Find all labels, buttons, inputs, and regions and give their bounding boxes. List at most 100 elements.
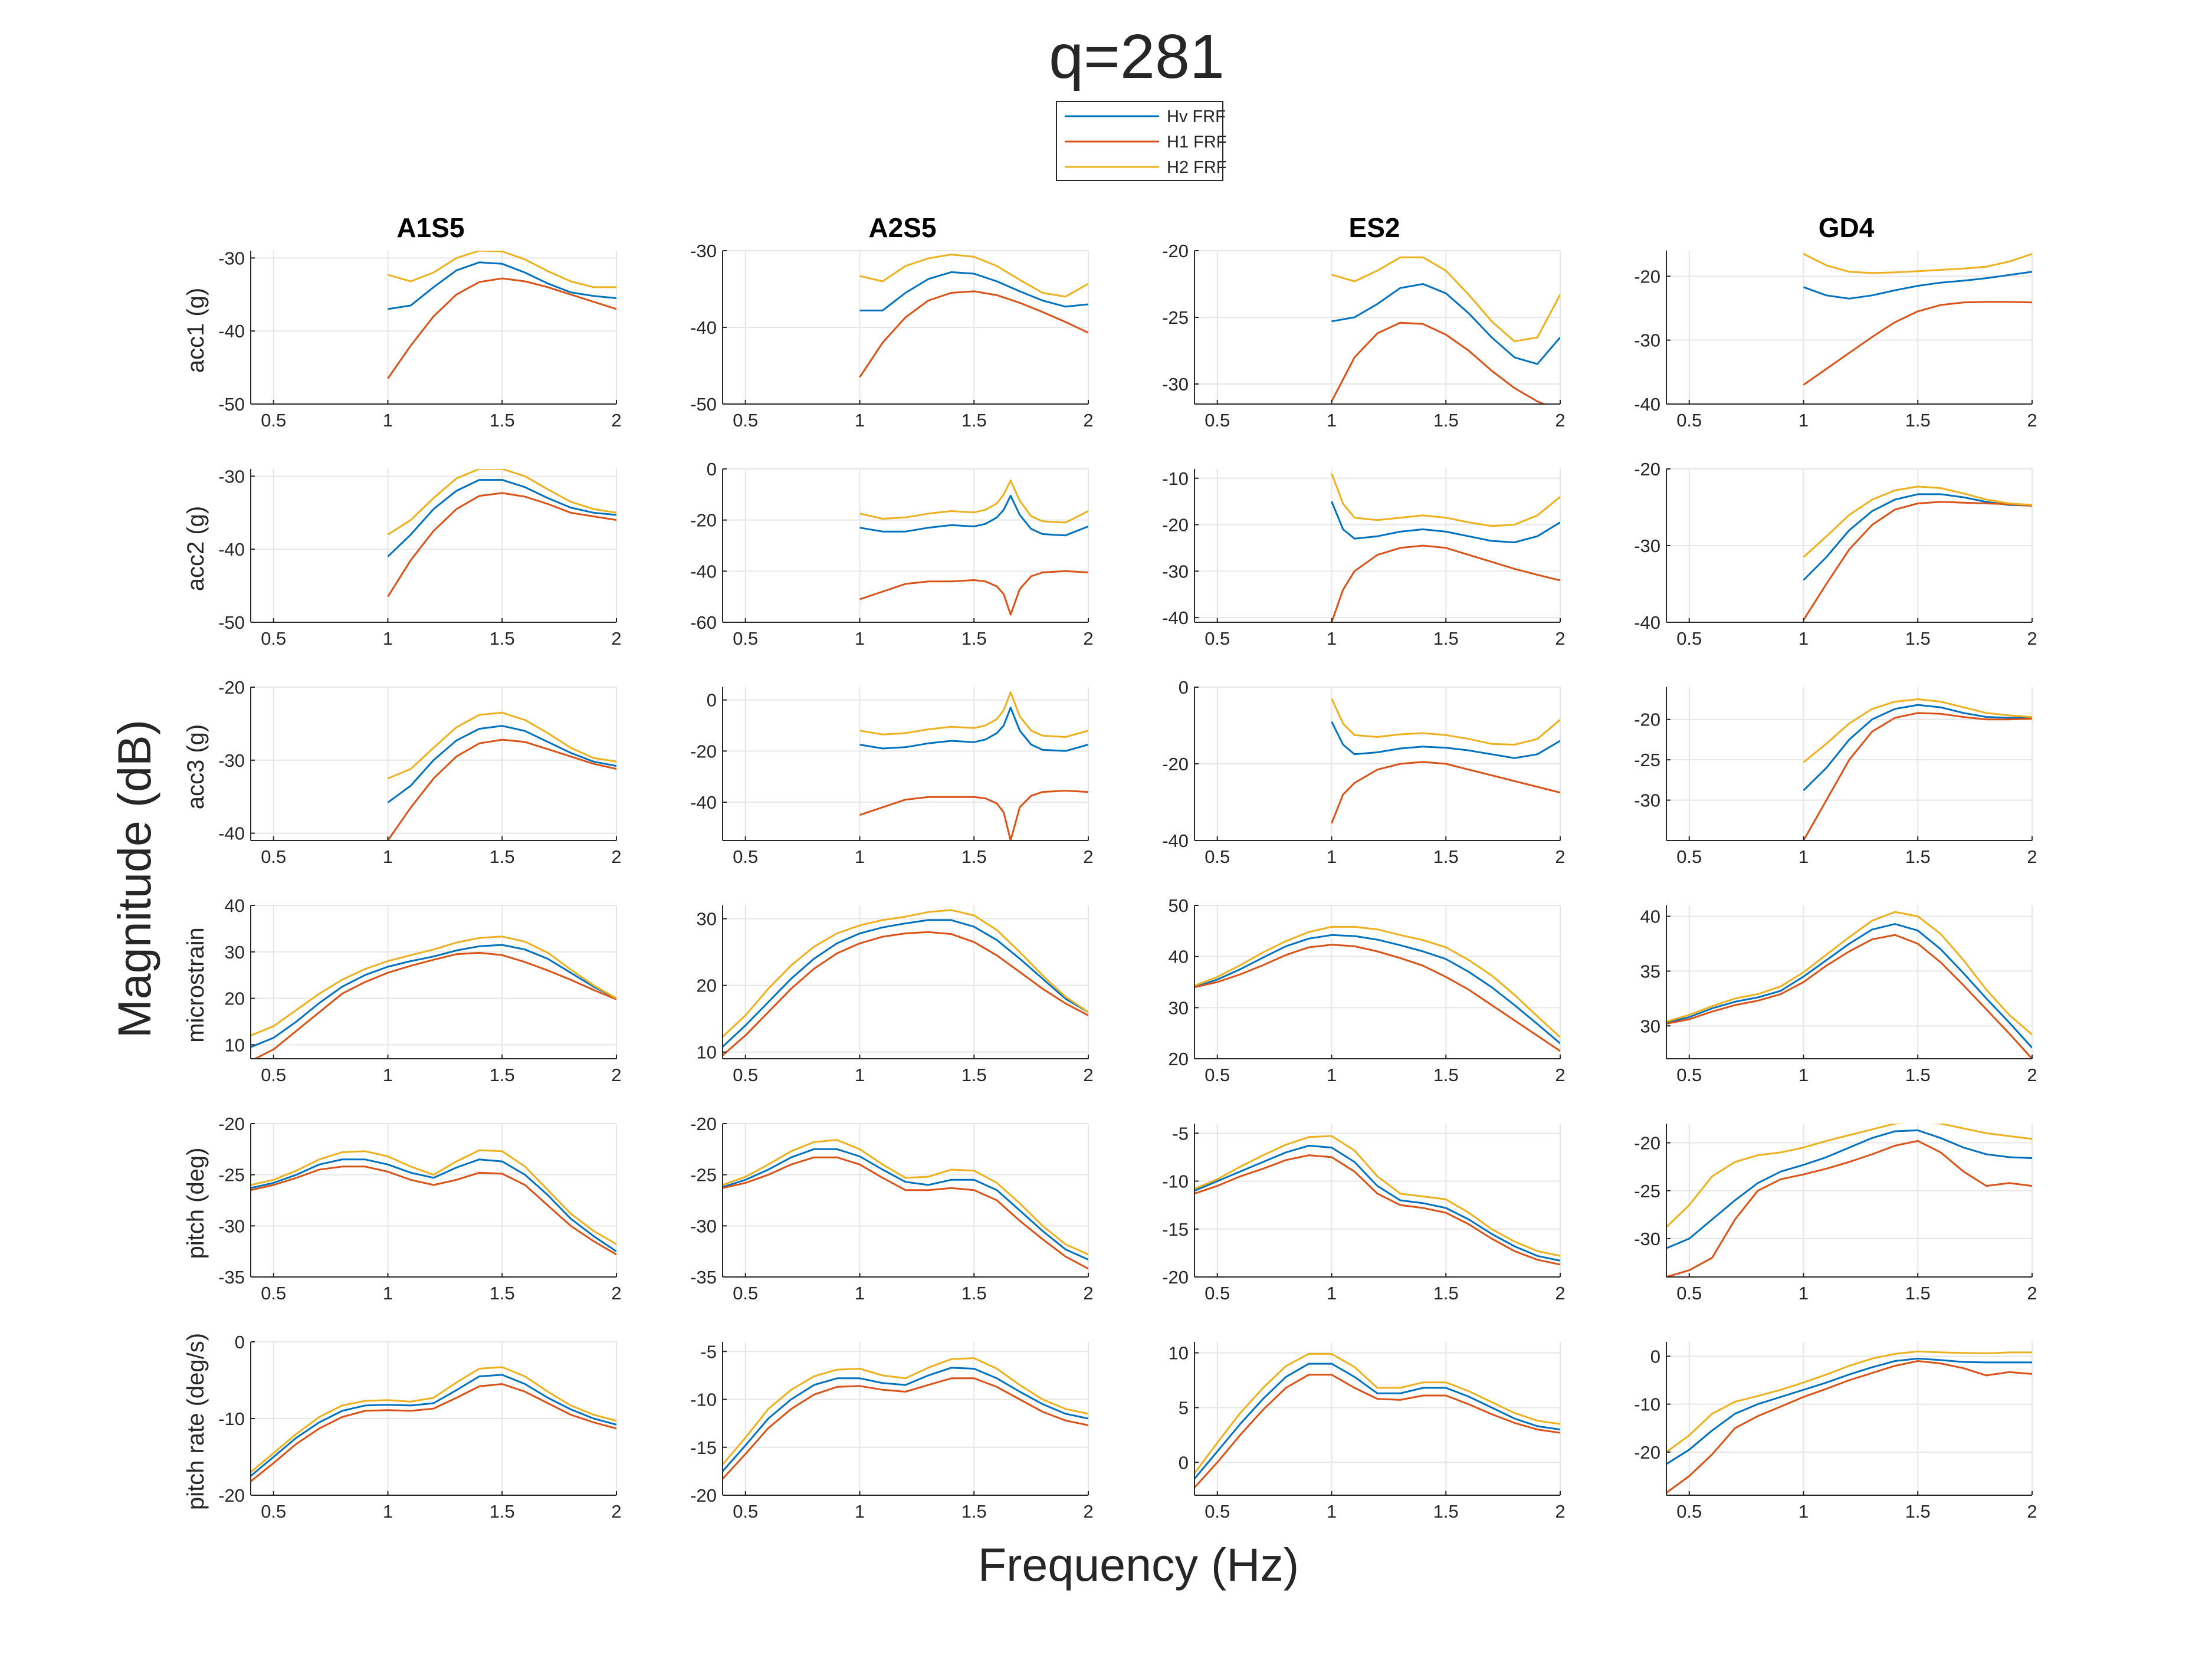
x-tick-label: 2: [1555, 1501, 1565, 1522]
y-tick-label: 0: [707, 459, 717, 480]
y-tick-label: -10: [1634, 1394, 1660, 1415]
series-h1-frf: [1331, 544, 1560, 622]
x-tick-label: 0.5: [1676, 1065, 1702, 1085]
y-tick-label: -40: [690, 561, 717, 582]
series-group: [1666, 1350, 2032, 1494]
y-tick-label: -20: [1162, 515, 1189, 536]
y-tick-label: 5: [1179, 1397, 1189, 1418]
x-tick-label: 1: [1799, 846, 1809, 867]
series-group: [251, 935, 616, 1059]
series-hv-frf: [1331, 721, 1560, 759]
series-h1-frf: [1194, 944, 1560, 1052]
y-tick-label: 10: [1169, 1343, 1189, 1364]
x-tick-label: 2: [1083, 846, 1093, 867]
y-tick-label: 20: [1169, 1049, 1189, 1069]
series-h2-frf: [859, 691, 1088, 738]
y-tick-label: -10: [218, 1409, 245, 1429]
series-h1-frf: [1194, 1374, 1560, 1489]
plot-area: [723, 905, 1088, 1059]
y-tick-label: 0: [707, 690, 717, 711]
plot-area: [723, 687, 1088, 841]
y-tick-label: -50: [218, 394, 245, 415]
y-tick-label: -30: [1634, 330, 1660, 351]
series-group: [387, 711, 616, 841]
series-h1-frf: [1666, 1140, 2032, 1277]
x-tick-label: 1: [1327, 628, 1337, 649]
x-tick-label: 0.5: [261, 410, 286, 431]
y-tick-label: -15: [690, 1437, 717, 1458]
y-tick-label: 20: [225, 989, 245, 1009]
x-tick-label: 0.5: [1205, 1065, 1230, 1085]
series-hv-frf: [1194, 934, 1560, 1045]
y-tick-label: -20: [218, 1485, 245, 1506]
y-tick-label: -40: [218, 539, 245, 560]
series-h1-frf: [859, 290, 1088, 378]
x-tick-label: 1: [855, 1283, 865, 1304]
x-tick-label: 1.5: [1433, 410, 1459, 431]
series-group: [1331, 256, 1560, 404]
subplot-es2-acc1-g: 0.5 1 1.5 2 -30 -25 -20: [1162, 241, 1565, 431]
series-hv-frf: [251, 1374, 616, 1477]
x-tick-label: 1.5: [1433, 1501, 1459, 1522]
x-tick-label: 1: [1327, 410, 1337, 431]
x-tick-label: 2: [2027, 1065, 2037, 1085]
y-tick-label: -20: [1162, 754, 1189, 774]
column-title-es2: ES2: [1349, 212, 1400, 243]
x-tick-label: 1.5: [961, 1065, 987, 1085]
series-h1-frf: [1803, 712, 2032, 841]
y-tick-label: -35: [690, 1267, 717, 1288]
x-tick-label: 1.5: [1905, 410, 1931, 431]
x-tick-label: 2: [611, 628, 621, 649]
x-tick-label: 0.5: [261, 1283, 286, 1304]
series-group: [1194, 925, 1560, 1052]
y-tick-label: -30: [1634, 790, 1660, 811]
series-h2-frf: [1194, 925, 1560, 1038]
series-group: [859, 254, 1088, 378]
y-tick-label: 30: [1640, 1016, 1660, 1036]
y-tick-label: 0: [1179, 677, 1189, 698]
figure-title: q=281: [1049, 22, 1225, 91]
y-tick-label: -25: [1162, 307, 1189, 328]
x-tick-label: 2: [2027, 1283, 2037, 1304]
x-tick-label: 0.5: [733, 846, 758, 867]
plot-area: [1666, 905, 2032, 1059]
x-tick-label: 1.5: [961, 410, 987, 431]
y-tick-label: -30: [690, 241, 717, 261]
x-tick-label: 2: [611, 1283, 621, 1304]
y-tick-label: 30: [1169, 997, 1189, 1018]
plot-area: [1194, 1124, 1560, 1277]
series-h1-frf: [1666, 934, 2032, 1059]
x-tick-label: 1: [383, 1501, 393, 1522]
series-h2-frf: [251, 935, 616, 1036]
series-group: [859, 480, 1088, 616]
series-group: [251, 1149, 616, 1256]
y-tick-label: -30: [1634, 536, 1660, 556]
x-tick-label: 0.5: [1205, 628, 1230, 649]
series-group: [1194, 1135, 1560, 1266]
series-hv-frf: [1331, 283, 1560, 365]
x-tick-label: 2: [2027, 1501, 2037, 1522]
subplot-a2s5-pitch-rate-deg-s: 0.5 1 1.5 2 -20 -15 -10 -5: [690, 1341, 1093, 1522]
series-h1-frf: [1331, 761, 1560, 824]
y-tick-label: -20: [690, 1114, 717, 1134]
plot-area: [1194, 905, 1560, 1059]
row-label-acc1: acc1 (g): [183, 288, 209, 373]
series-hv-frf: [387, 725, 616, 803]
x-tick-label: 1.5: [490, 846, 515, 867]
series-hv-frf: [387, 479, 616, 557]
series-hv-frf: [859, 271, 1088, 311]
y-tick-label: -20: [1634, 1442, 1660, 1463]
series-h1-frf: [1331, 321, 1547, 404]
y-tick-label: 40: [225, 895, 245, 916]
x-tick-label: 2: [1083, 628, 1093, 649]
y-tick-label: 10: [697, 1042, 717, 1063]
series-group: [1666, 1124, 2032, 1277]
x-tick-label: 0.5: [1676, 1501, 1702, 1522]
subplot-a1s5-pitch-deg: 0.5 1 1.5 2 -35 -30 -25 -20: [218, 1114, 621, 1304]
series-hv-frf: [859, 707, 1088, 752]
series-h1-frf: [1803, 501, 2032, 620]
x-tick-label: 0.5: [1205, 1283, 1230, 1304]
legend-label-h1: H1 FRF: [1167, 133, 1227, 152]
x-tick-label: 0.5: [261, 1501, 286, 1522]
